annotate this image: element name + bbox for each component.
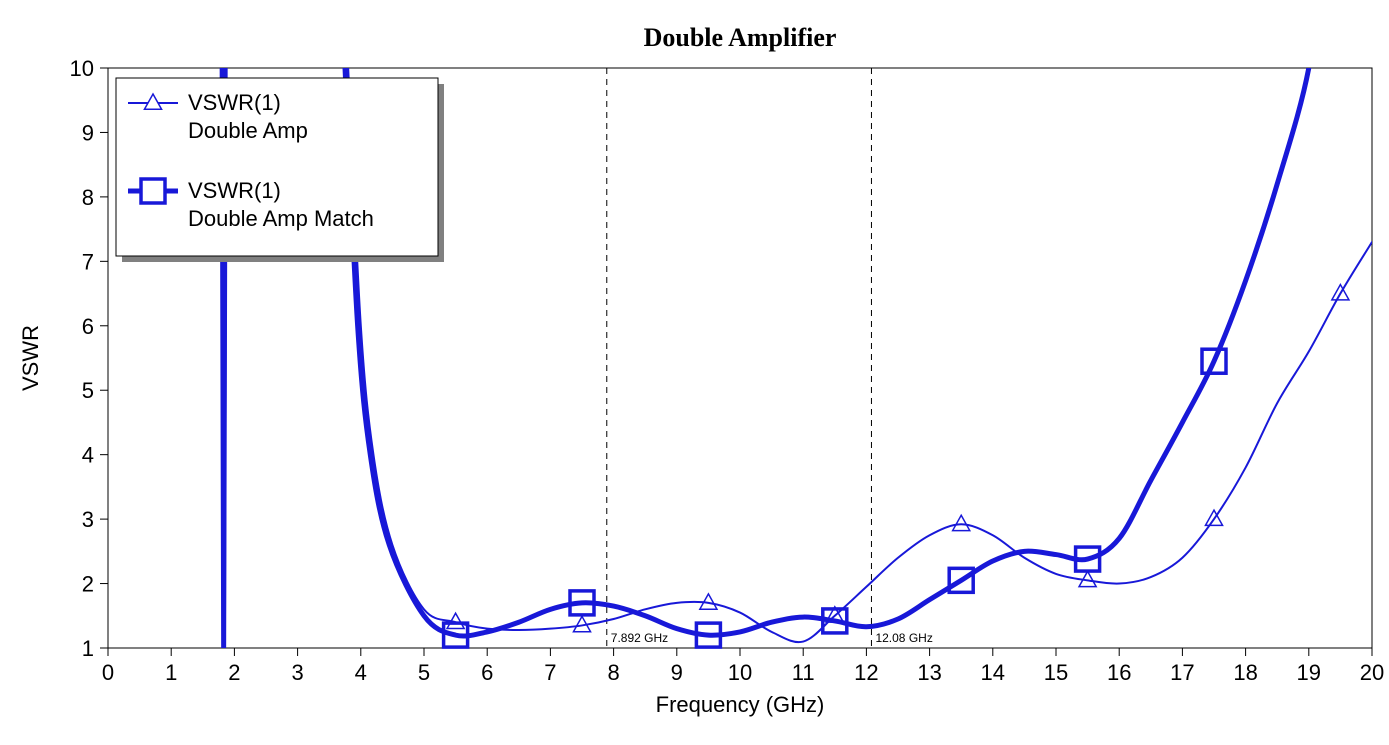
chart-title: Double Amplifier (644, 23, 837, 52)
x-tick-label: 0 (102, 660, 114, 685)
x-tick-label: 14 (981, 660, 1005, 685)
y-tick-label: 8 (82, 185, 94, 210)
x-tick-label: 20 (1360, 660, 1384, 685)
x-tick-label: 19 (1297, 660, 1321, 685)
x-tick-label: 3 (291, 660, 303, 685)
y-tick-label: 7 (82, 249, 94, 274)
x-tick-label: 7 (544, 660, 556, 685)
x-tick-label: 5 (418, 660, 430, 685)
vertical-marker-label: 7.892 GHz (611, 631, 668, 645)
legend-sample-marker (141, 179, 165, 203)
x-tick-label: 2 (228, 660, 240, 685)
y-tick-label: 5 (82, 378, 94, 403)
y-tick-label: 4 (82, 443, 94, 468)
x-tick-label: 10 (728, 660, 752, 685)
y-axis-label: VSWR (18, 325, 43, 391)
x-tick-label: 18 (1233, 660, 1257, 685)
legend-label: VSWR(1) (188, 90, 281, 115)
x-tick-label: 12 (854, 660, 878, 685)
x-tick-label: 17 (1170, 660, 1194, 685)
x-tick-label: 1 (165, 660, 177, 685)
y-tick-label: 3 (82, 507, 94, 532)
x-tick-label: 6 (481, 660, 493, 685)
x-tick-label: 9 (671, 660, 683, 685)
chart-svg: Double Amplifier012345678910111213141516… (0, 0, 1389, 745)
x-tick-label: 15 (1044, 660, 1068, 685)
chart-container: Double Amplifier012345678910111213141516… (0, 0, 1389, 745)
vertical-marker-label: 12.08 GHz (875, 631, 932, 645)
y-tick-label: 1 (82, 636, 94, 661)
y-tick-label: 6 (82, 314, 94, 339)
x-tick-label: 11 (792, 660, 815, 685)
y-tick-label: 2 (82, 572, 94, 597)
x-tick-label: 13 (917, 660, 941, 685)
legend-label: Double Amp (188, 118, 308, 143)
y-tick-label: 9 (82, 120, 94, 145)
y-tick-label: 10 (70, 56, 94, 81)
x-tick-label: 4 (355, 660, 367, 685)
x-tick-label: 8 (607, 660, 619, 685)
x-tick-label: 16 (1107, 660, 1131, 685)
x-axis-label: Frequency (GHz) (656, 692, 825, 717)
legend-label: VSWR(1) (188, 178, 281, 203)
legend-label: Double Amp Match (188, 206, 374, 231)
